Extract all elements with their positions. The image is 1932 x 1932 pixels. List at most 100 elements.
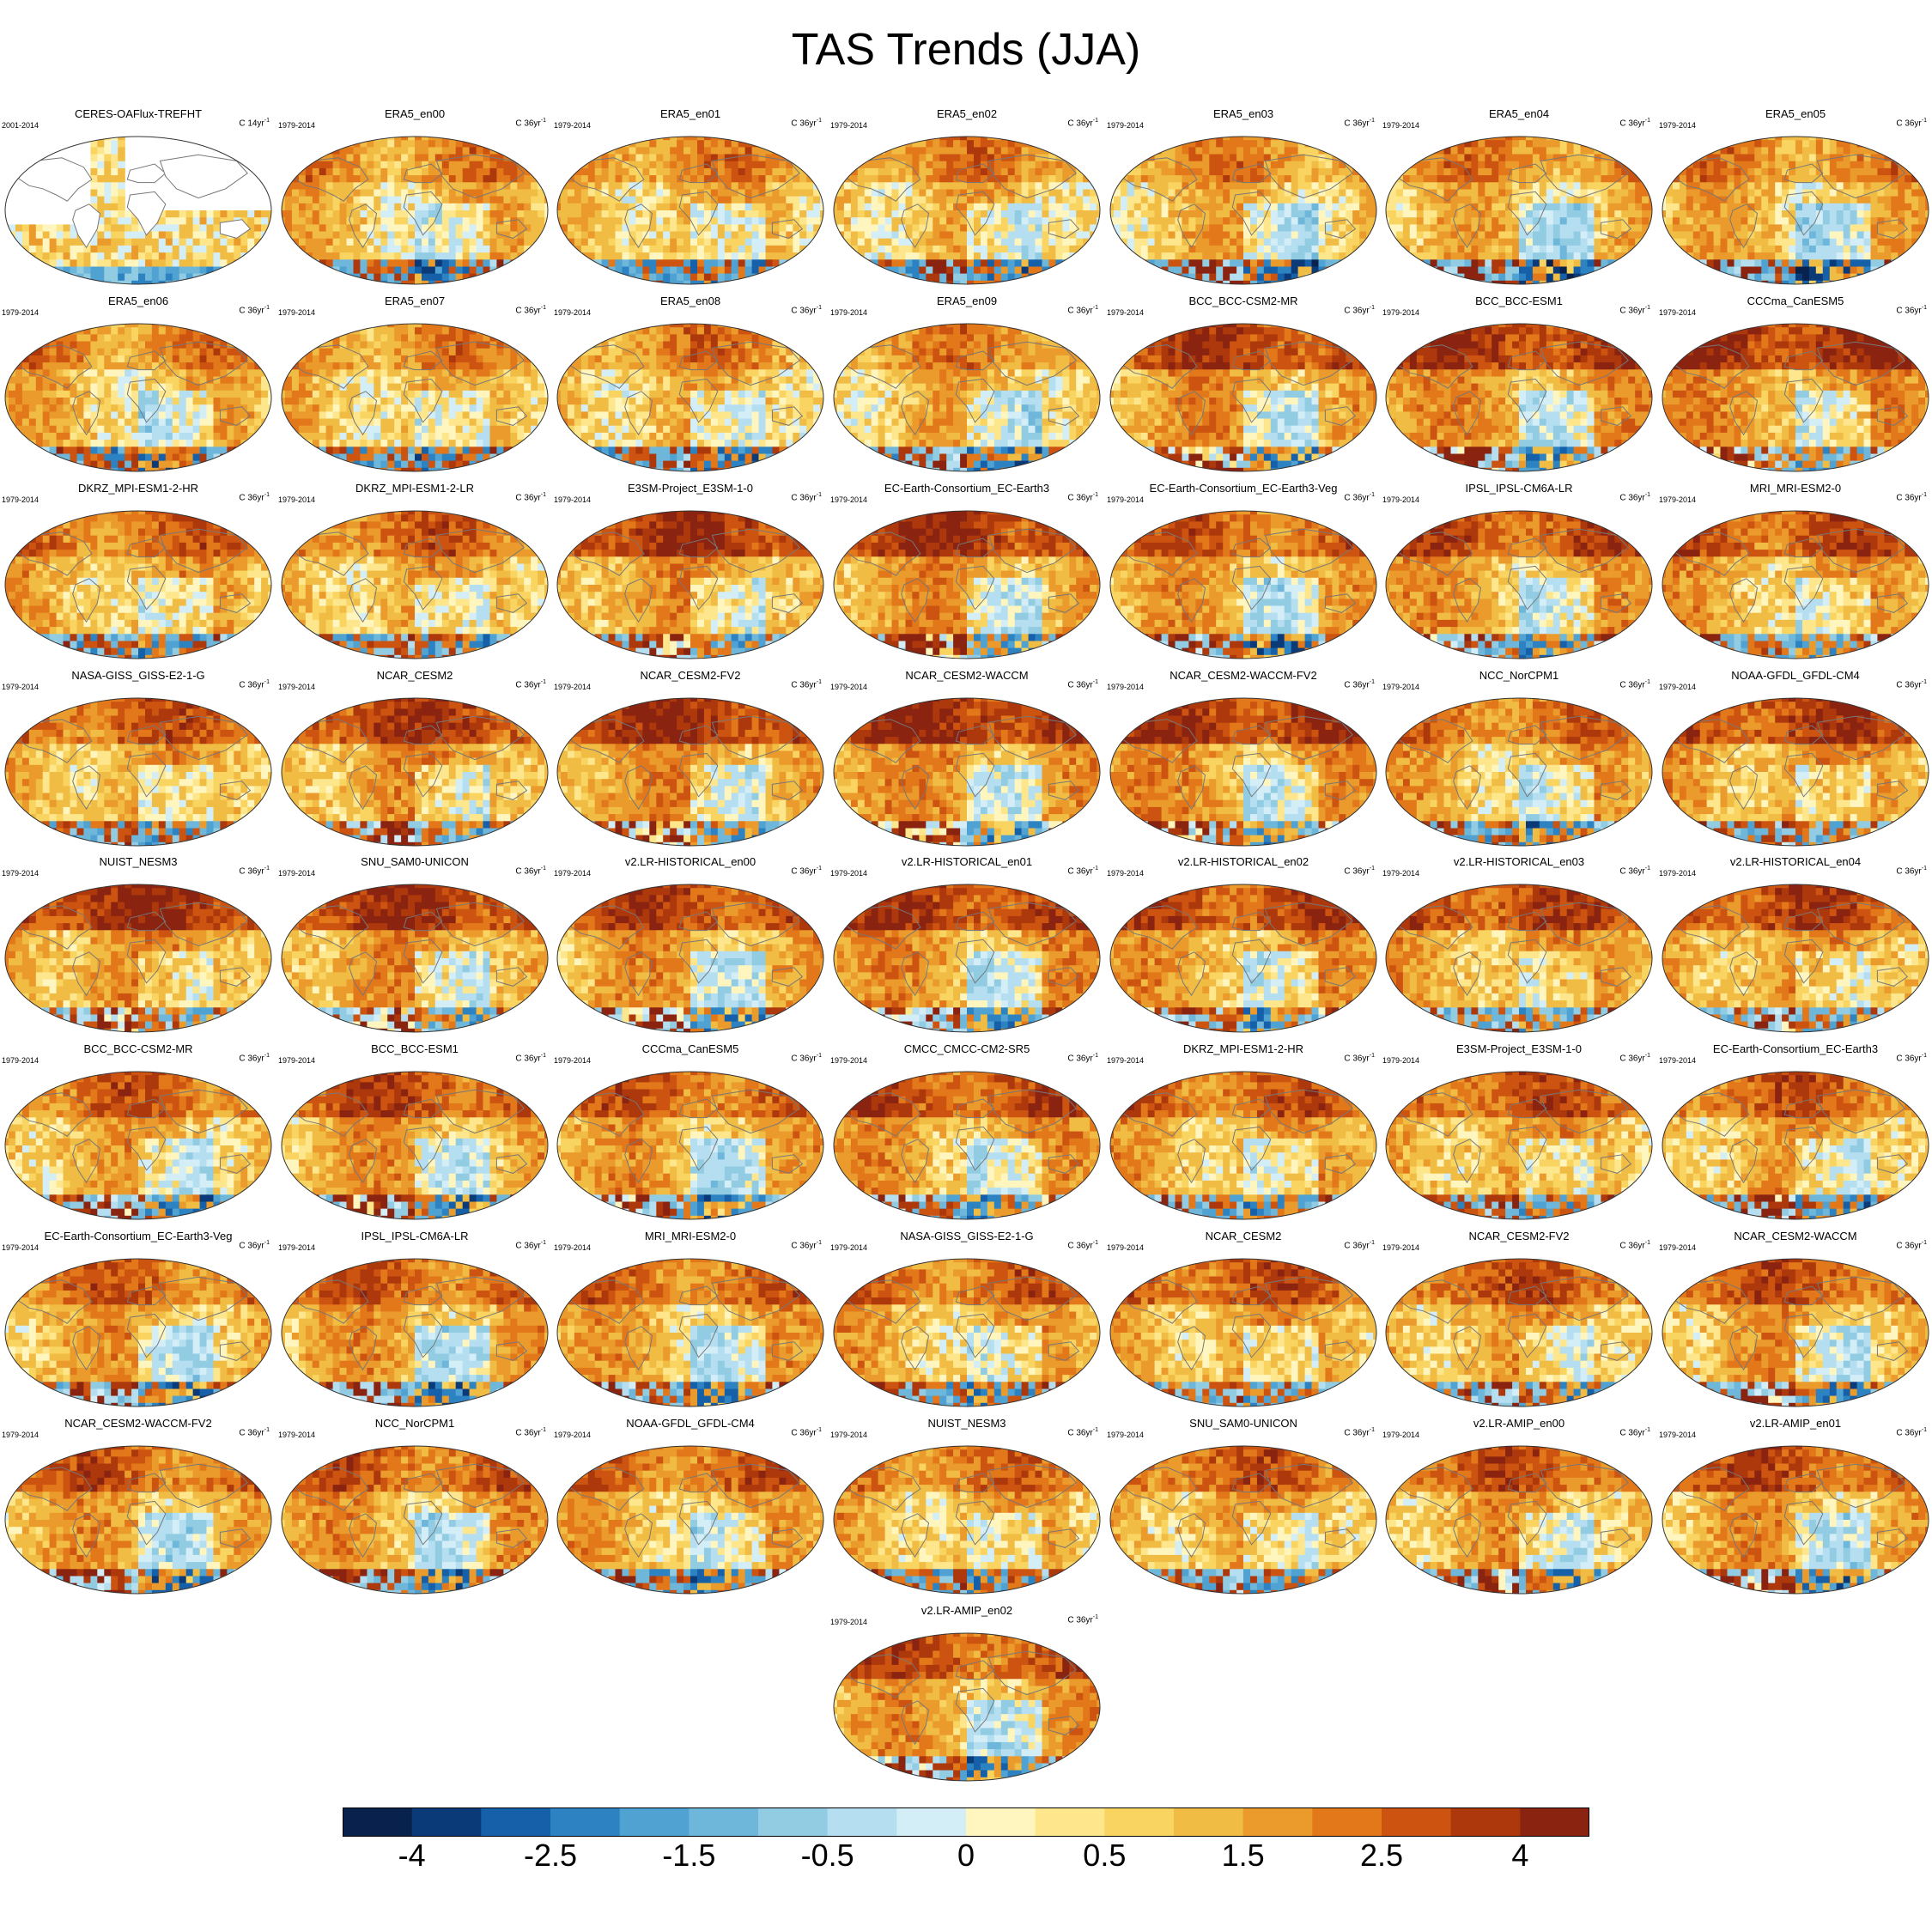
continent-outline [403, 1098, 443, 1119]
continent-outline [1324, 1528, 1357, 1548]
continent-outline [1453, 578, 1482, 623]
continent-outline [15, 532, 93, 576]
map-panel: v2.LR-HISTORICAL_en04 1979-2014 C 36yr-1 [1659, 855, 1932, 1037]
continent-outline [678, 1285, 719, 1306]
continent-outline [711, 902, 800, 947]
panel-years: 1979-2014 [2, 1056, 39, 1065]
continent-outline [987, 1089, 1077, 1134]
map-border [1109, 884, 1377, 1033]
continent-outline [495, 406, 528, 426]
colorbar-tick-label: 2.5 [1360, 1838, 1403, 1874]
continent-outline [843, 1092, 921, 1137]
continent-outline [1264, 1089, 1353, 1134]
continent-outline [678, 1473, 719, 1493]
panel-years: 1979-2014 [278, 1431, 315, 1439]
map-field [556, 1071, 824, 1220]
continent-outline [987, 1650, 1077, 1696]
continent-outline [403, 1313, 443, 1358]
map-field [1109, 1071, 1377, 1220]
continent-outline [291, 719, 369, 763]
continent-outline [624, 951, 653, 997]
continent-outline [771, 593, 804, 613]
map-field [556, 1258, 824, 1407]
panel-title: NCAR_CESM2-WACCM-FV2 [2, 1417, 275, 1430]
continent-outline [1048, 219, 1080, 239]
continent-outline [349, 391, 378, 436]
continent-outline [1876, 781, 1909, 800]
colorbar-tick-label: -1.5 [662, 1838, 715, 1874]
continent-outline [349, 765, 378, 811]
panel-units: C 36yr-1 [1344, 866, 1375, 876]
panel-title: NCC_NorCPM1 [278, 1417, 551, 1430]
continent-outline [403, 1285, 443, 1306]
continent-outline [987, 715, 1077, 761]
map-border [833, 697, 1101, 847]
continent-outline [403, 939, 443, 984]
continent-outline [1816, 1089, 1905, 1134]
continent-outline [1876, 1528, 1909, 1548]
map-field [1385, 1445, 1653, 1595]
panel-years: 1979-2014 [1659, 121, 1696, 130]
continent-outline [1507, 378, 1547, 423]
continent-outline [1783, 1126, 1824, 1171]
map-border [1385, 510, 1653, 659]
continent-outline [1600, 1341, 1632, 1361]
panel-units: C 36yr-1 [515, 866, 546, 876]
panel-years: 1979-2014 [1382, 1243, 1419, 1252]
panel-title: NCAR_CESM2 [278, 669, 551, 682]
panel-years: 1979-2014 [2, 1243, 39, 1252]
chart-title: TAS Trends (JJA) [0, 24, 1932, 76]
panel-units: C 36yr-1 [1067, 1240, 1098, 1250]
continent-outline [126, 1285, 167, 1306]
map-border [556, 323, 824, 472]
continent-outline [1120, 905, 1198, 950]
continent-outline [1395, 1279, 1473, 1324]
continent-outline [219, 1154, 252, 1174]
continent-outline [955, 378, 995, 423]
continent-outline [901, 951, 930, 997]
colorbar-swatch [1242, 1807, 1313, 1837]
continent-outline [624, 765, 653, 811]
panel-units: C 36yr-1 [791, 1240, 822, 1250]
panel-units: C 36yr-1 [1344, 118, 1375, 128]
continent-outline [1231, 939, 1272, 984]
map-field [281, 136, 549, 285]
continent-outline [1876, 967, 1909, 987]
continent-outline [1507, 1473, 1547, 1493]
continent-outline [1120, 344, 1198, 389]
continent-outline [1783, 191, 1824, 236]
continent-outline [678, 538, 719, 558]
continent-outline [1507, 191, 1547, 236]
continent-outline [126, 538, 167, 558]
continent-outline [1540, 902, 1629, 947]
continent-outline [1453, 1139, 1482, 1184]
map-field [833, 510, 1101, 659]
map-field [833, 323, 1101, 472]
continent-outline [1672, 344, 1750, 389]
continent-outline [1177, 578, 1206, 623]
map-field [4, 697, 272, 847]
map-field [1662, 1258, 1929, 1407]
continent-outline [1324, 1341, 1357, 1361]
map-panel: v2.LR-HISTORICAL_en00 1979-2014 C 36yr-1 [554, 855, 827, 1037]
continent-outline [987, 902, 1077, 947]
map-field [833, 697, 1101, 847]
panel-years: 1979-2014 [2, 869, 39, 878]
continent-outline [403, 1126, 443, 1171]
continent-outline [291, 532, 369, 576]
panel-units: C 36yr-1 [1344, 492, 1375, 502]
panel-units: C 36yr-1 [1067, 305, 1098, 315]
continent-outline [678, 1126, 719, 1171]
continent-outline [678, 911, 719, 932]
map-panel: BCC_BCC-ESM1 1979-2014 C 36yr-1 [1382, 295, 1656, 477]
panel-years: 1979-2014 [278, 1243, 315, 1252]
continent-outline [1395, 1467, 1473, 1511]
continent-outline [1048, 1341, 1080, 1361]
continent-outline [843, 905, 921, 950]
continent-outline [1783, 350, 1824, 371]
continent-outline [1876, 1154, 1909, 1174]
continent-outline [72, 765, 101, 811]
map-border [1109, 510, 1377, 659]
map-border [1385, 884, 1653, 1033]
map-panel: ERA5_en05 1979-2014 C 36yr-1 [1659, 107, 1932, 289]
